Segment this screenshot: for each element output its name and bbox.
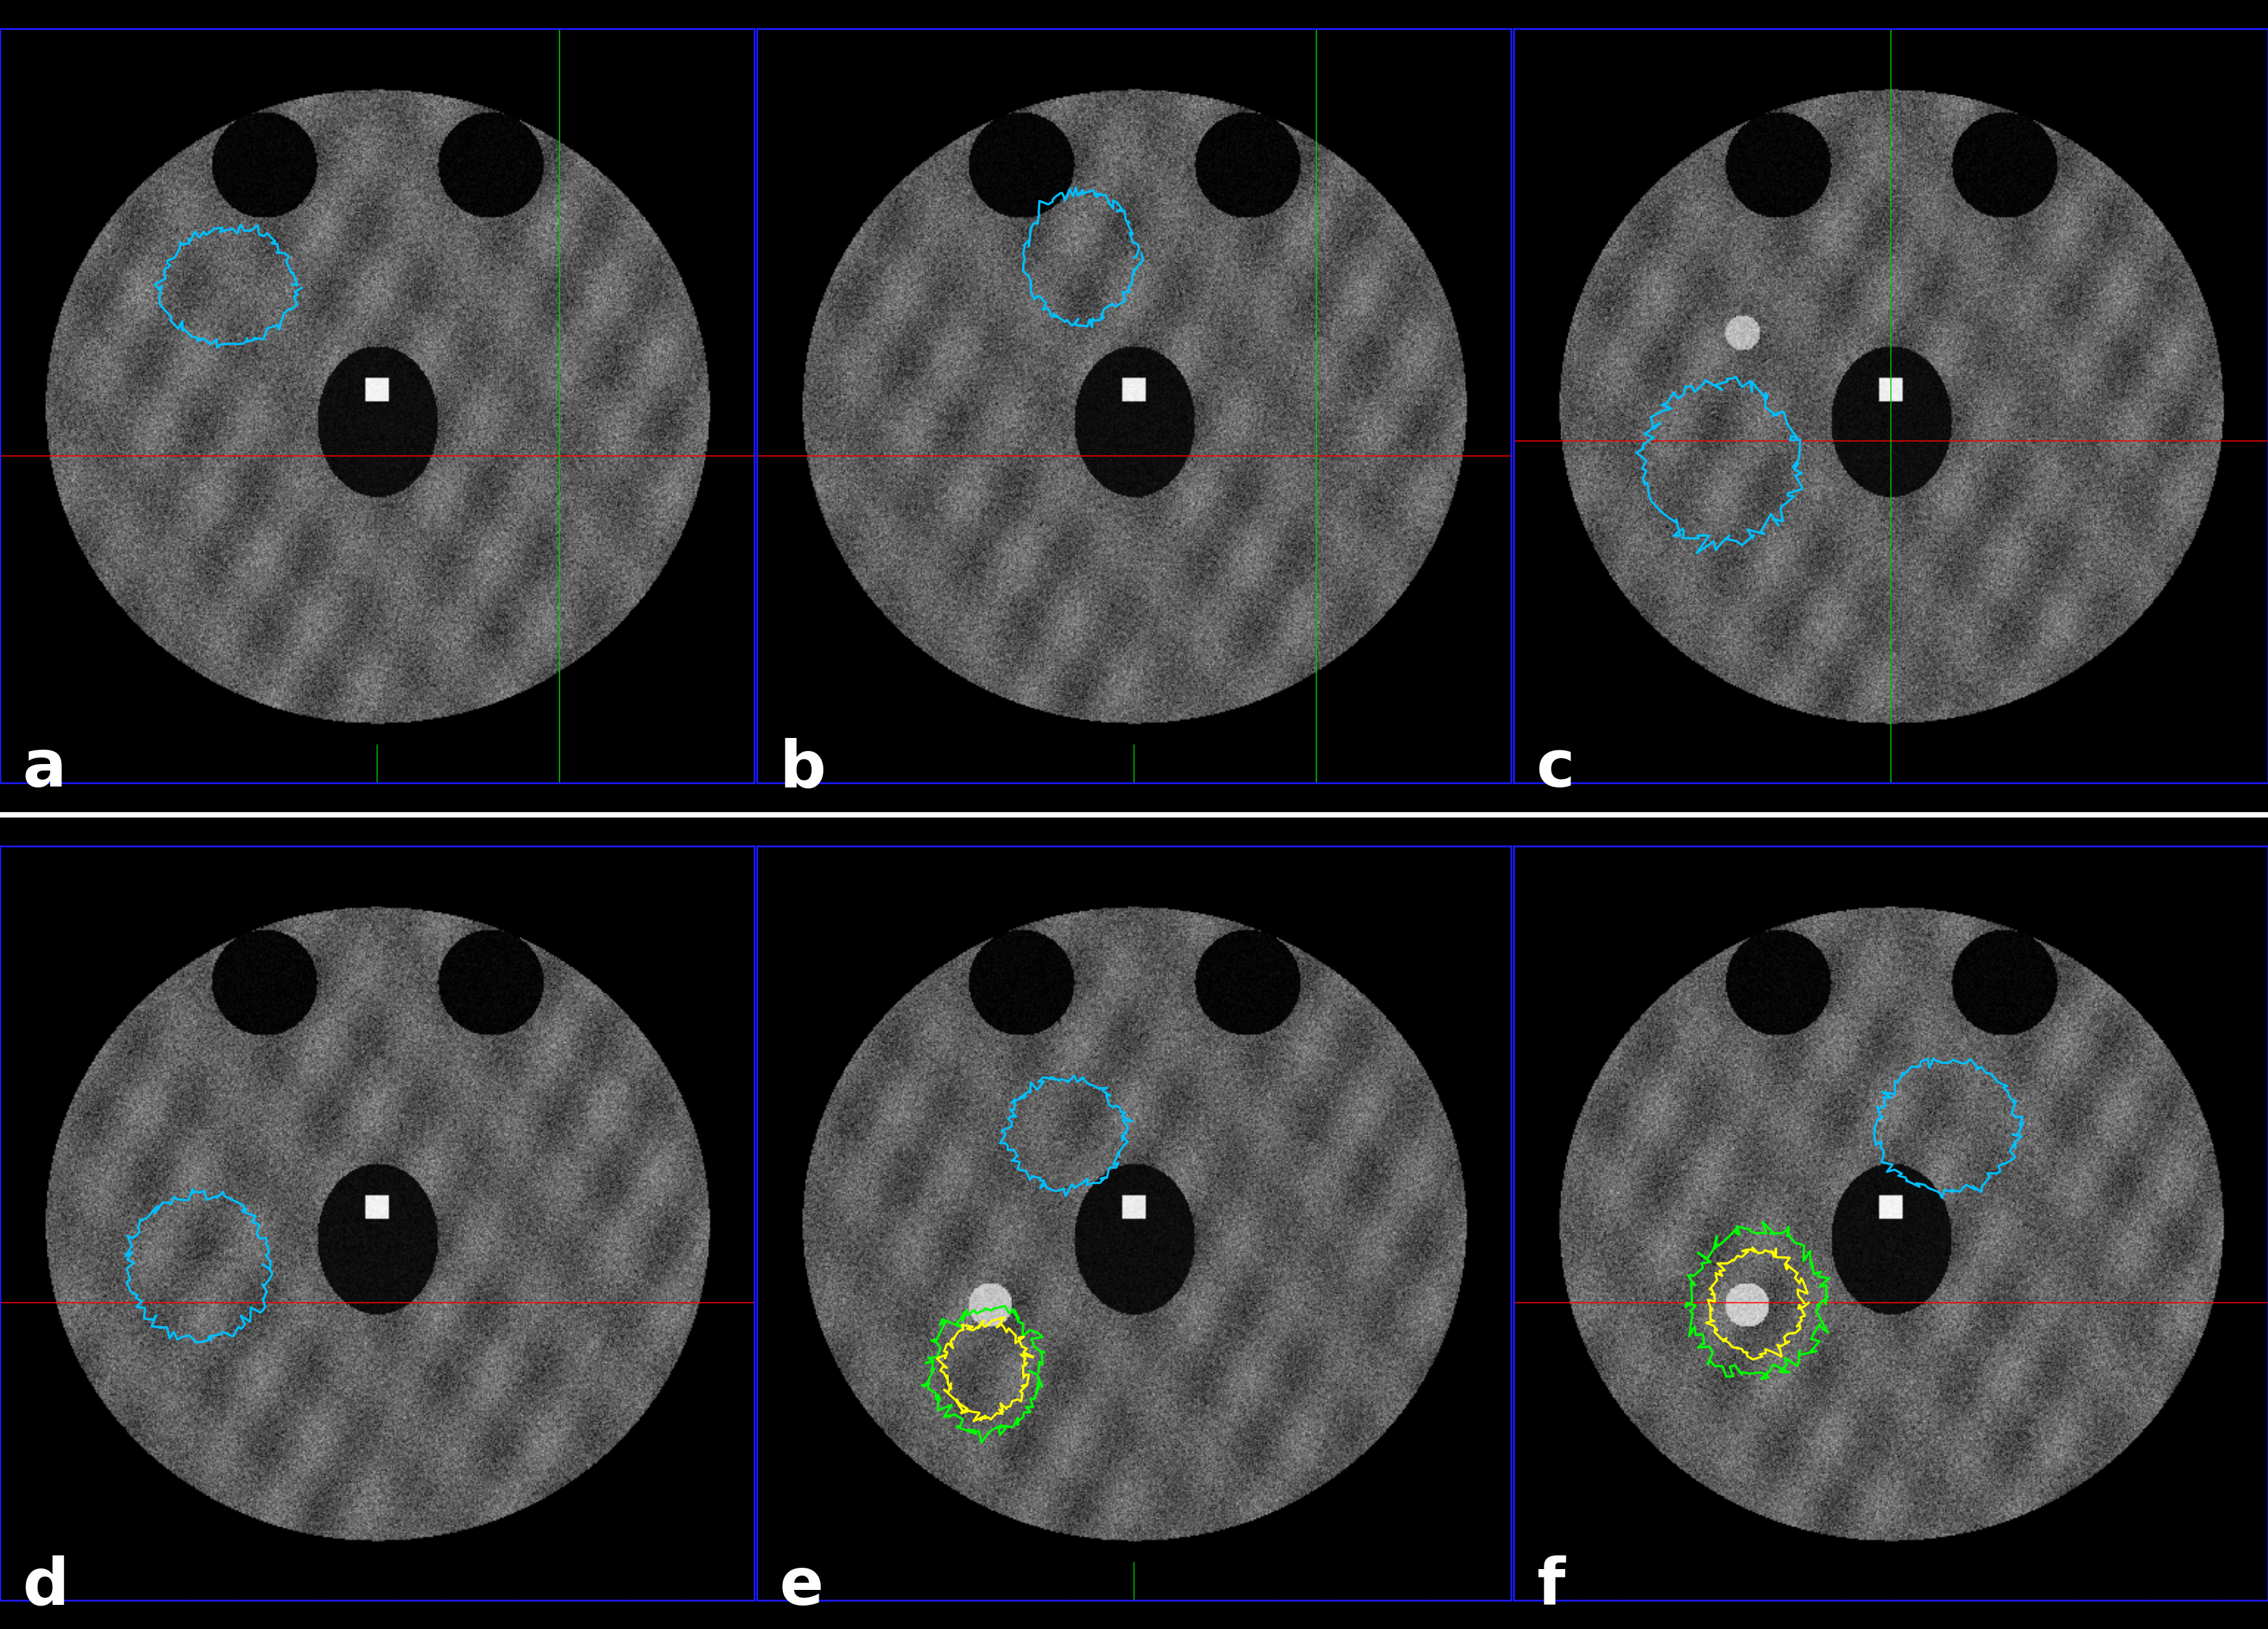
Text: f: f <box>1538 1556 1565 1618</box>
Text: d: d <box>23 1556 70 1618</box>
Text: c: c <box>1538 738 1576 800</box>
Text: a: a <box>23 738 66 800</box>
Text: e: e <box>780 1556 823 1618</box>
Text: b: b <box>780 738 826 800</box>
